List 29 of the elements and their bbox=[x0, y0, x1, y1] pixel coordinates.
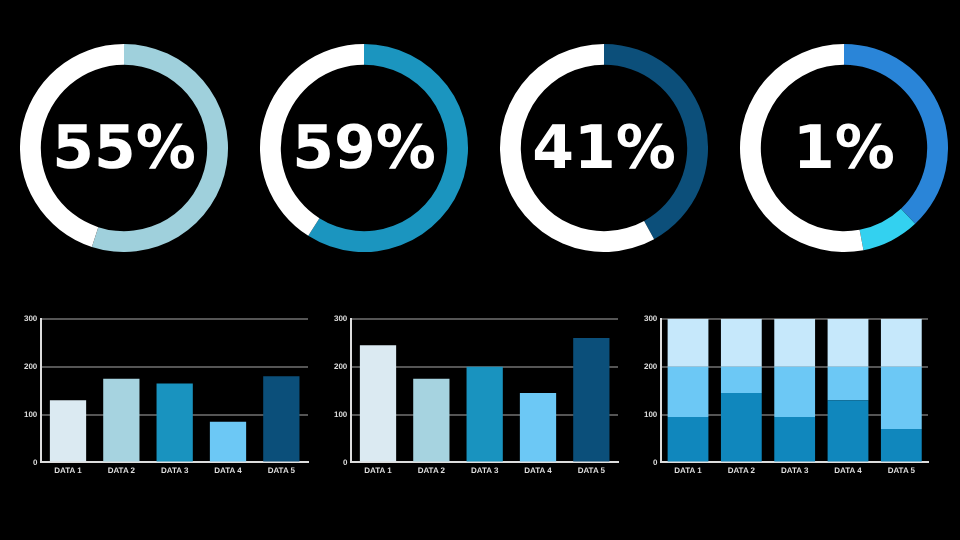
bar bbox=[720, 366, 762, 393]
bar bbox=[720, 318, 762, 367]
text: 55% bbox=[50, 111, 198, 187]
text: 41% bbox=[530, 111, 678, 187]
bar bbox=[720, 392, 762, 462]
bar bbox=[466, 366, 503, 462]
bar bbox=[827, 318, 869, 367]
bar bbox=[774, 416, 816, 462]
bar bbox=[156, 383, 193, 462]
text: 1% bbox=[791, 111, 897, 187]
bar bbox=[209, 421, 247, 462]
bar bbox=[263, 376, 300, 462]
bar bbox=[667, 416, 709, 462]
bar bbox=[827, 400, 869, 462]
bar bbox=[413, 378, 450, 462]
bar bbox=[667, 318, 709, 367]
bar bbox=[774, 366, 816, 417]
bar bbox=[880, 318, 922, 367]
bar bbox=[359, 345, 397, 462]
bar bbox=[880, 366, 922, 429]
bar bbox=[519, 392, 557, 462]
text: 59% bbox=[290, 111, 438, 187]
bar bbox=[774, 318, 816, 367]
bar bbox=[49, 400, 87, 462]
bar bbox=[880, 428, 922, 462]
bar bbox=[103, 378, 140, 462]
bar bbox=[667, 366, 709, 417]
bar bbox=[573, 337, 610, 462]
bar bbox=[827, 366, 869, 401]
